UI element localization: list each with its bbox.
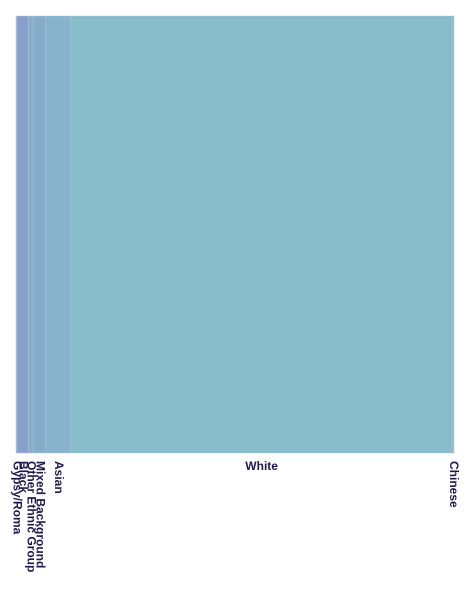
tile-asian <box>45 15 71 454</box>
tile-chinese <box>452 15 455 454</box>
tile-white <box>70 15 453 454</box>
label-black: Black <box>17 461 31 493</box>
label-gypsy-roma: Gypsy/Roma <box>10 461 24 535</box>
tile-mixed-background <box>32 15 47 454</box>
label-mixed-background: Mixed Background <box>33 461 47 568</box>
label-other-ethnic-group: Other Ethnic Group <box>25 461 39 572</box>
label-white: White <box>245 459 278 473</box>
tile-other-ethnic-group <box>28 15 34 454</box>
label-asian: Asian <box>52 461 66 494</box>
label-chinese: Chinese <box>447 461 461 508</box>
treemap-tiles <box>15 15 455 454</box>
tile-black <box>16 15 29 454</box>
